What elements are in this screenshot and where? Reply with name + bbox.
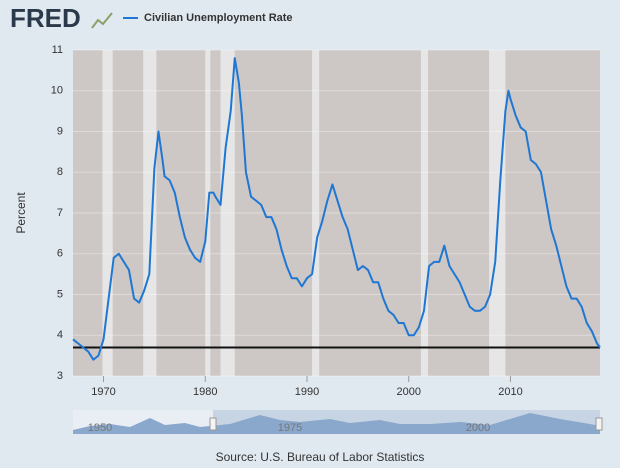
x-tick-label: 2010 xyxy=(498,386,522,398)
y-tick-label: 8 xyxy=(57,166,63,178)
recession-band xyxy=(420,50,429,376)
y-tick-label: 11 xyxy=(52,44,63,56)
x-tick-label: 2000 xyxy=(396,386,420,398)
y-tick-label: 5 xyxy=(57,288,63,300)
plot: 3 4 5 6 7 8 9 10 11 1970 1980 1990 2000 2010 xyxy=(51,44,601,398)
x-tick-label: 1990 xyxy=(295,386,319,398)
navigator-series xyxy=(73,413,600,434)
y-tick-label: 9 xyxy=(57,125,63,137)
recession-band xyxy=(220,50,235,376)
recession-band xyxy=(312,50,320,376)
x-tick-label: 1970 xyxy=(91,386,115,398)
navigator-handle[interactable] xyxy=(595,417,603,431)
navigator-label: 1950 xyxy=(88,422,112,434)
series-line xyxy=(72,57,601,361)
x-tick-label: 1980 xyxy=(193,386,217,398)
y-tick-label: 10 xyxy=(51,85,63,97)
y-tick-label: 4 xyxy=(57,329,63,341)
logo-icon xyxy=(91,12,113,29)
recession-band xyxy=(102,50,113,376)
recession-band xyxy=(489,50,506,376)
source: Source: U.S. Bureau of Labor Statistics xyxy=(216,450,425,464)
recession-band xyxy=(143,50,157,376)
y-tick-label: 3 xyxy=(57,370,63,382)
logo: FRED xyxy=(10,3,81,33)
y-axis-label: Percent xyxy=(14,192,28,234)
y-tick-label: 7 xyxy=(57,207,63,219)
y-tick-label: 6 xyxy=(57,248,63,260)
navigator-label: 1975 xyxy=(278,422,302,434)
navigator-label: 2000 xyxy=(466,422,490,434)
legend-label: Civilian Unemployment Rate xyxy=(144,12,293,24)
navigator-handle[interactable] xyxy=(209,417,217,431)
